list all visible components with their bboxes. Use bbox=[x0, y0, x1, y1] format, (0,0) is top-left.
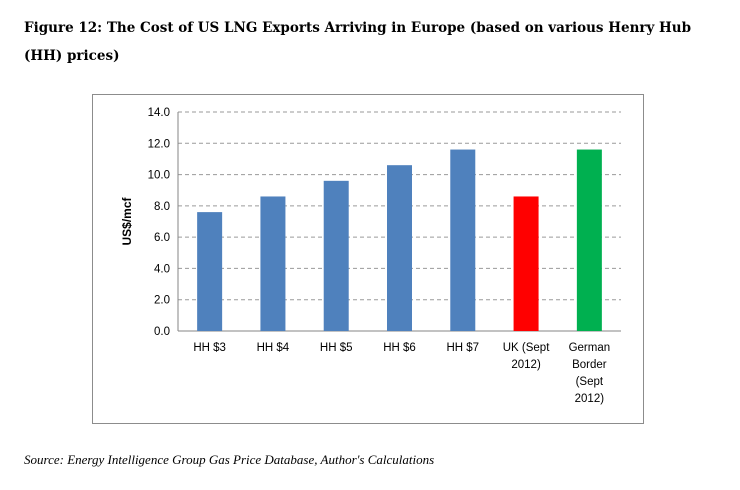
source-note: Source: Energy Intelligence Group Gas Pr… bbox=[24, 452, 435, 467]
y-tick-label: 10.0 bbox=[148, 170, 170, 182]
y-tick-label: 14.0 bbox=[148, 107, 170, 119]
x-tick-label: 2012) bbox=[511, 359, 541, 371]
x-tick-label: HH $6 bbox=[383, 342, 416, 354]
y-tick-label: 12.0 bbox=[148, 138, 170, 150]
bar[interactable] bbox=[576, 149, 602, 331]
y-tick-label: 0.0 bbox=[154, 326, 170, 338]
y-tick-label: 4.0 bbox=[154, 263, 170, 275]
x-tick-label: HH $4 bbox=[257, 342, 290, 354]
x-tick-label: (Sept bbox=[576, 376, 604, 388]
bar[interactable] bbox=[513, 196, 539, 331]
y-tick-label: 8.0 bbox=[154, 201, 170, 213]
x-tick-label: HH $5 bbox=[320, 342, 353, 354]
x-tick-label: 2012) bbox=[575, 393, 605, 405]
x-tick-label: HH $3 bbox=[193, 342, 226, 354]
figure-title: Figure 12: The Cost of US LNG Exports Ar… bbox=[24, 20, 692, 64]
bar[interactable] bbox=[387, 165, 412, 331]
x-tick-label: Border bbox=[572, 359, 607, 371]
y-axis-label: US$/mcf bbox=[120, 196, 134, 245]
x-tick-label: HH $7 bbox=[446, 342, 479, 354]
y-tick-label: 6.0 bbox=[154, 232, 170, 244]
x-tick-label: UK (Sept bbox=[503, 342, 550, 354]
bar[interactable] bbox=[450, 149, 476, 331]
bar[interactable] bbox=[197, 212, 223, 331]
y-tick-label: 2.0 bbox=[154, 295, 170, 307]
bar[interactable] bbox=[260, 196, 286, 331]
chart-container: 0.0 2.0 4.0 6.0 8.0 10.0 12.0 14.0 US$/mcf HH $3 H… bbox=[92, 94, 644, 424]
x-tick-label: German bbox=[569, 342, 611, 354]
bar-chart: 0.0 2.0 4.0 6.0 8.0 10.0 12.0 14.0 US$/mcf HH $3 H… bbox=[120, 107, 621, 405]
bar[interactable] bbox=[323, 180, 349, 331]
